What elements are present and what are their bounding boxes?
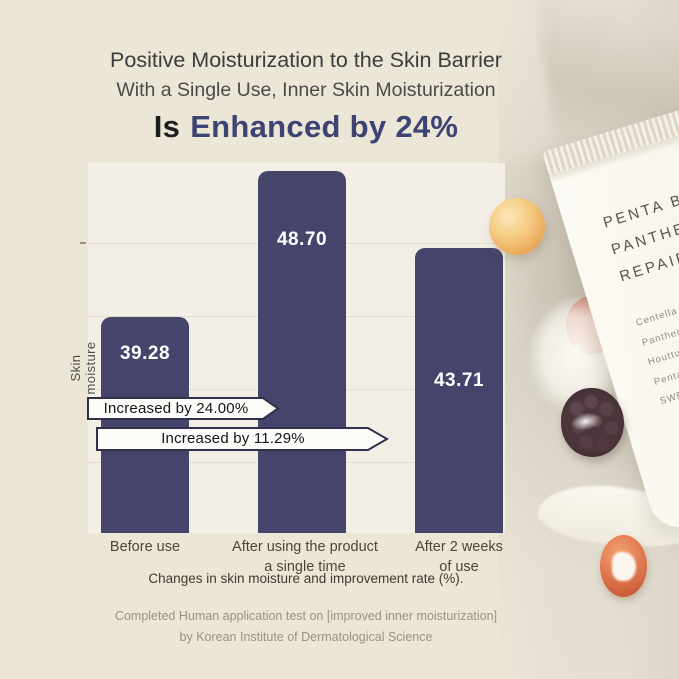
- bar-chart-plot-area: 39.28 48.70 43.71: [88, 163, 505, 533]
- red-berry: [600, 535, 647, 597]
- headline-prefix: Is: [153, 109, 181, 144]
- x-label-after-single-use: After using the product a single time: [205, 537, 405, 578]
- x-label-line: a single time: [264, 559, 346, 576]
- headline-highlight: Enhanced by 24%: [190, 109, 459, 144]
- bar-before-use: 39.28: [101, 317, 189, 533]
- footnote-line-2: by Korean Institute of Dermatological Sc…: [179, 629, 433, 644]
- product-name: PENTA BERRY PANTHENOL REPAIR CREA: [600, 137, 679, 290]
- blackberry: [561, 388, 624, 457]
- x-label-line: Before use: [109, 539, 181, 555]
- bar-after-2-weeks: 43.71: [415, 248, 503, 533]
- x-label-after-2-weeks: After 2 weeks of use: [379, 537, 539, 578]
- footnote: Completed Human application test on [imp…: [0, 606, 612, 647]
- x-label-line: After using the product: [232, 539, 378, 555]
- bar-value-label: 39.28: [119, 343, 171, 364]
- y-axis-label: Skin moisture: [68, 341, 98, 395]
- headline-line-1: Positive Moisturization to the Skin Barr…: [110, 48, 502, 72]
- arrow-label-24: Increased by 24.00%: [103, 400, 249, 417]
- y-axis-tick: [80, 242, 86, 244]
- x-label-before-use: Before use: [65, 537, 225, 557]
- bar-value-label: 43.71: [433, 370, 485, 391]
- bar-value-label: 48.70: [276, 229, 328, 250]
- orange-berry: [489, 198, 545, 255]
- headline-line-2: With a Single Use, Inner Skin Moisturiza…: [116, 79, 496, 101]
- footnote-line-1: Completed Human application test on [imp…: [114, 609, 498, 623]
- x-label-line: After 2 weeks: [415, 539, 503, 555]
- headline: Positive Moisturization to the Skin Barr…: [0, 48, 612, 145]
- headline-line-3: Is Enhanced by 24%: [0, 109, 612, 145]
- bar-after-single-use: 48.70: [258, 171, 346, 533]
- chart-caption: Changes in skin moisture and improvement…: [148, 571, 464, 586]
- arrow-label-11: Increased by 11.29%: [161, 430, 305, 447]
- x-label-line: of use: [439, 559, 479, 576]
